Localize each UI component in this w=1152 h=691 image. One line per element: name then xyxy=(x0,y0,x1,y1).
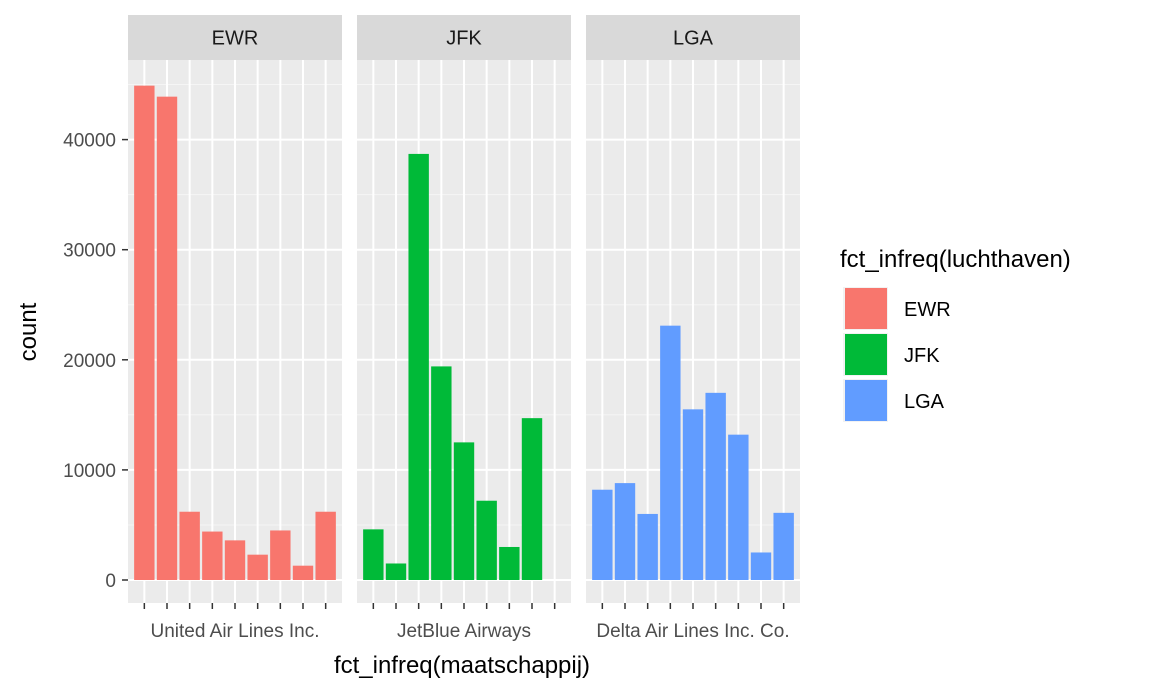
legend-label: LGA xyxy=(904,391,945,413)
bar xyxy=(476,500,497,580)
y-tick-label: 20000 xyxy=(63,351,116,372)
bar xyxy=(363,529,384,580)
bar xyxy=(270,530,291,580)
bar xyxy=(315,511,336,580)
facet-strip xyxy=(586,15,800,60)
x-tick-label: United Air Lines Inc. xyxy=(151,621,320,642)
bar xyxy=(292,565,314,580)
y-tick-label: 30000 xyxy=(63,241,116,262)
bar xyxy=(637,513,658,580)
facet-panel-jfk: JFK JetBlue Airways xyxy=(357,15,571,642)
bar xyxy=(521,418,543,580)
bar xyxy=(202,531,223,580)
facet-panel-ewr: EWR United Air Lines Inc. xyxy=(128,15,342,642)
bar xyxy=(156,96,178,580)
legend-swatch xyxy=(845,288,887,329)
x-axis-title: fct_infreq(maatschappij) xyxy=(334,652,590,679)
facet-panels: EWR United Air Lines Inc. JFK JetBlue Airwa… xyxy=(128,15,800,642)
x-tick-label: JetBlue Airways xyxy=(397,621,531,642)
bar xyxy=(247,554,268,580)
y-tick-label: 0 xyxy=(105,571,116,592)
bar xyxy=(499,546,520,580)
y-tick-label: 10000 xyxy=(63,461,116,482)
bar xyxy=(728,434,749,580)
facet-strip-label: EWR xyxy=(212,28,259,50)
y-tick-label: 40000 xyxy=(63,131,116,152)
bar xyxy=(682,409,704,580)
bar xyxy=(705,392,726,580)
bar xyxy=(750,552,772,580)
bar xyxy=(134,85,155,580)
bar xyxy=(453,442,475,580)
bar xyxy=(773,512,794,580)
legend-title: fct_infreq(luchthaven) xyxy=(840,246,1071,273)
bar xyxy=(592,489,613,580)
bar xyxy=(179,511,200,580)
bar xyxy=(224,540,246,580)
legend: fct_infreq(luchthaven) EWR JFK LGA xyxy=(840,246,1071,422)
legend-label: JFK xyxy=(904,345,940,367)
bar xyxy=(660,325,681,580)
bar xyxy=(431,366,452,580)
facet-panel-lga: LGA Delta Air Lines Inc. Co. xyxy=(586,15,800,642)
legend-swatch xyxy=(845,334,887,375)
facet-strip-label: JFK xyxy=(446,28,482,50)
bar xyxy=(614,483,636,580)
y-axis-title: count xyxy=(15,302,42,361)
facet-strip xyxy=(357,15,571,60)
bar xyxy=(408,153,429,580)
facet-strip xyxy=(128,15,342,60)
legend-label: EWR xyxy=(904,299,951,321)
facet-strip-label: LGA xyxy=(673,28,714,50)
x-tick-label: Delta Air Lines Inc. Co. xyxy=(596,621,789,642)
legend-swatch xyxy=(845,380,887,421)
y-axis: 0 10000 20000 30000 40000 xyxy=(63,131,128,592)
bar xyxy=(385,563,407,580)
